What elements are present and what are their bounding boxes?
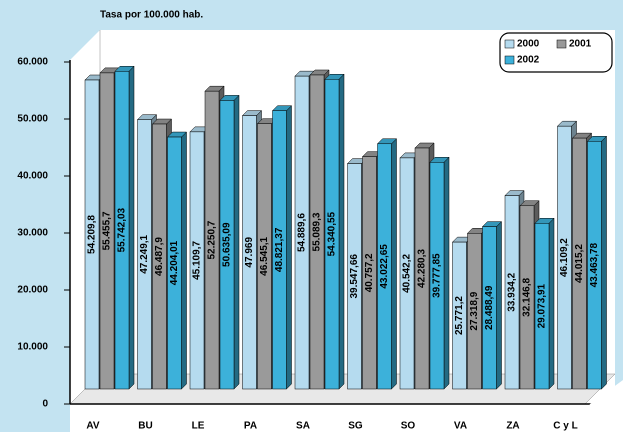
bar <box>99 72 115 390</box>
bar-side <box>181 131 187 390</box>
x-tick-label: SA <box>296 421 310 432</box>
y-tick-label: 30.000 <box>17 228 48 239</box>
value-label: 44.015,2 <box>574 244 585 283</box>
bar <box>309 74 325 390</box>
x-tick-label: VA <box>454 421 467 432</box>
legend-label: 2001 <box>569 39 592 50</box>
bar-side <box>128 65 135 390</box>
legend-swatch <box>556 39 567 49</box>
value-label: 46.109,2 <box>559 238 570 277</box>
legend-label: 2000 <box>517 39 540 50</box>
corner-shape <box>575 380 623 432</box>
bar <box>272 110 287 390</box>
value-label: 32.146,8 <box>522 277 533 316</box>
value-label: 55.742,03 <box>117 207 128 252</box>
bar-side <box>233 94 240 390</box>
x-tick-label: PA <box>244 421 257 432</box>
value-label: 47.249,1 <box>139 234 150 273</box>
bar <box>167 136 182 390</box>
value-label: 54.889,6 <box>297 213 308 252</box>
y-tick-label: 0 <box>42 399 48 410</box>
value-label: 29.073,91 <box>537 283 548 328</box>
bar <box>429 162 445 390</box>
legend <box>499 32 613 73</box>
value-label: 28.488,49 <box>484 285 495 330</box>
bar <box>557 125 572 390</box>
bar <box>257 123 272 390</box>
x-tick-label: ZA <box>506 421 519 432</box>
bar <box>519 205 535 390</box>
bar <box>242 115 257 390</box>
value-label: 46.545,1 <box>259 236 270 275</box>
value-label: 39.777,85 <box>432 253 443 298</box>
legend-swatch <box>504 39 515 49</box>
value-label: 55.089,3 <box>312 212 323 251</box>
bar <box>219 100 235 390</box>
value-label: 54.209,8 <box>87 215 98 254</box>
legend-swatch <box>504 55 515 65</box>
x-tick-label: SO <box>401 421 416 432</box>
bar-side <box>443 156 450 390</box>
value-label: 43.463,78 <box>589 242 600 287</box>
bar <box>114 71 130 390</box>
bar <box>467 233 482 390</box>
bar <box>534 223 550 390</box>
x-tick-label: C y L <box>553 421 577 432</box>
y-tick-label: 40.000 <box>17 171 48 182</box>
bar-side <box>496 221 502 390</box>
value-label: 47.969 <box>244 237 255 268</box>
value-label: 27.318,9 <box>469 291 480 330</box>
bar <box>362 156 377 390</box>
y-tick-label: 50.000 <box>17 114 48 125</box>
bar <box>504 195 520 390</box>
value-label: 55.455,7 <box>102 211 113 250</box>
value-label: 42.280,3 <box>417 249 428 288</box>
bar <box>399 157 415 390</box>
bar <box>324 79 340 390</box>
bar-side <box>548 217 555 390</box>
bar <box>482 226 497 390</box>
value-label: 39.547,66 <box>349 254 360 299</box>
value-label: 25.771,2 <box>454 296 465 335</box>
bar <box>152 123 167 390</box>
value-label: 52.250,7 <box>207 220 218 259</box>
value-label: 54.340,55 <box>327 211 338 256</box>
value-label: 48.821,37 <box>274 227 285 272</box>
y-tick-label: 60.000 <box>17 57 48 68</box>
x-tick-label: SG <box>348 421 363 432</box>
bar <box>572 137 587 390</box>
bar <box>414 147 430 390</box>
value-label: 40.757,2 <box>364 253 375 292</box>
bar <box>377 143 392 390</box>
x-tick-label: AV <box>86 421 99 432</box>
value-label: 50.635,09 <box>222 222 233 267</box>
value-label: 43.022,65 <box>379 244 390 289</box>
bar <box>452 241 467 390</box>
x-tick-label: BU <box>138 421 152 432</box>
bar-side <box>391 138 397 390</box>
value-label: 44.204,01 <box>169 240 180 285</box>
value-label: 40.542,2 <box>402 254 413 293</box>
bar <box>189 131 205 390</box>
value-label: 33.934,2 <box>507 272 518 311</box>
bar <box>84 79 100 390</box>
bar <box>294 75 310 390</box>
chart-title: Tasa por 100.000 hab. <box>100 10 203 21</box>
bar-side <box>286 105 292 390</box>
bar <box>204 90 220 390</box>
y-tick-label: 20.000 <box>17 285 48 296</box>
bar <box>587 141 602 390</box>
legend-label: 2002 <box>517 55 540 66</box>
value-label: 45.109,7 <box>192 241 203 280</box>
bar <box>137 119 152 390</box>
bar-side <box>601 135 607 390</box>
bar-side <box>338 73 345 390</box>
bar <box>347 163 362 390</box>
y-tick-label: 10.000 <box>17 342 48 353</box>
value-label: 46.487,9 <box>154 237 165 276</box>
x-tick-label: LE <box>192 421 205 432</box>
